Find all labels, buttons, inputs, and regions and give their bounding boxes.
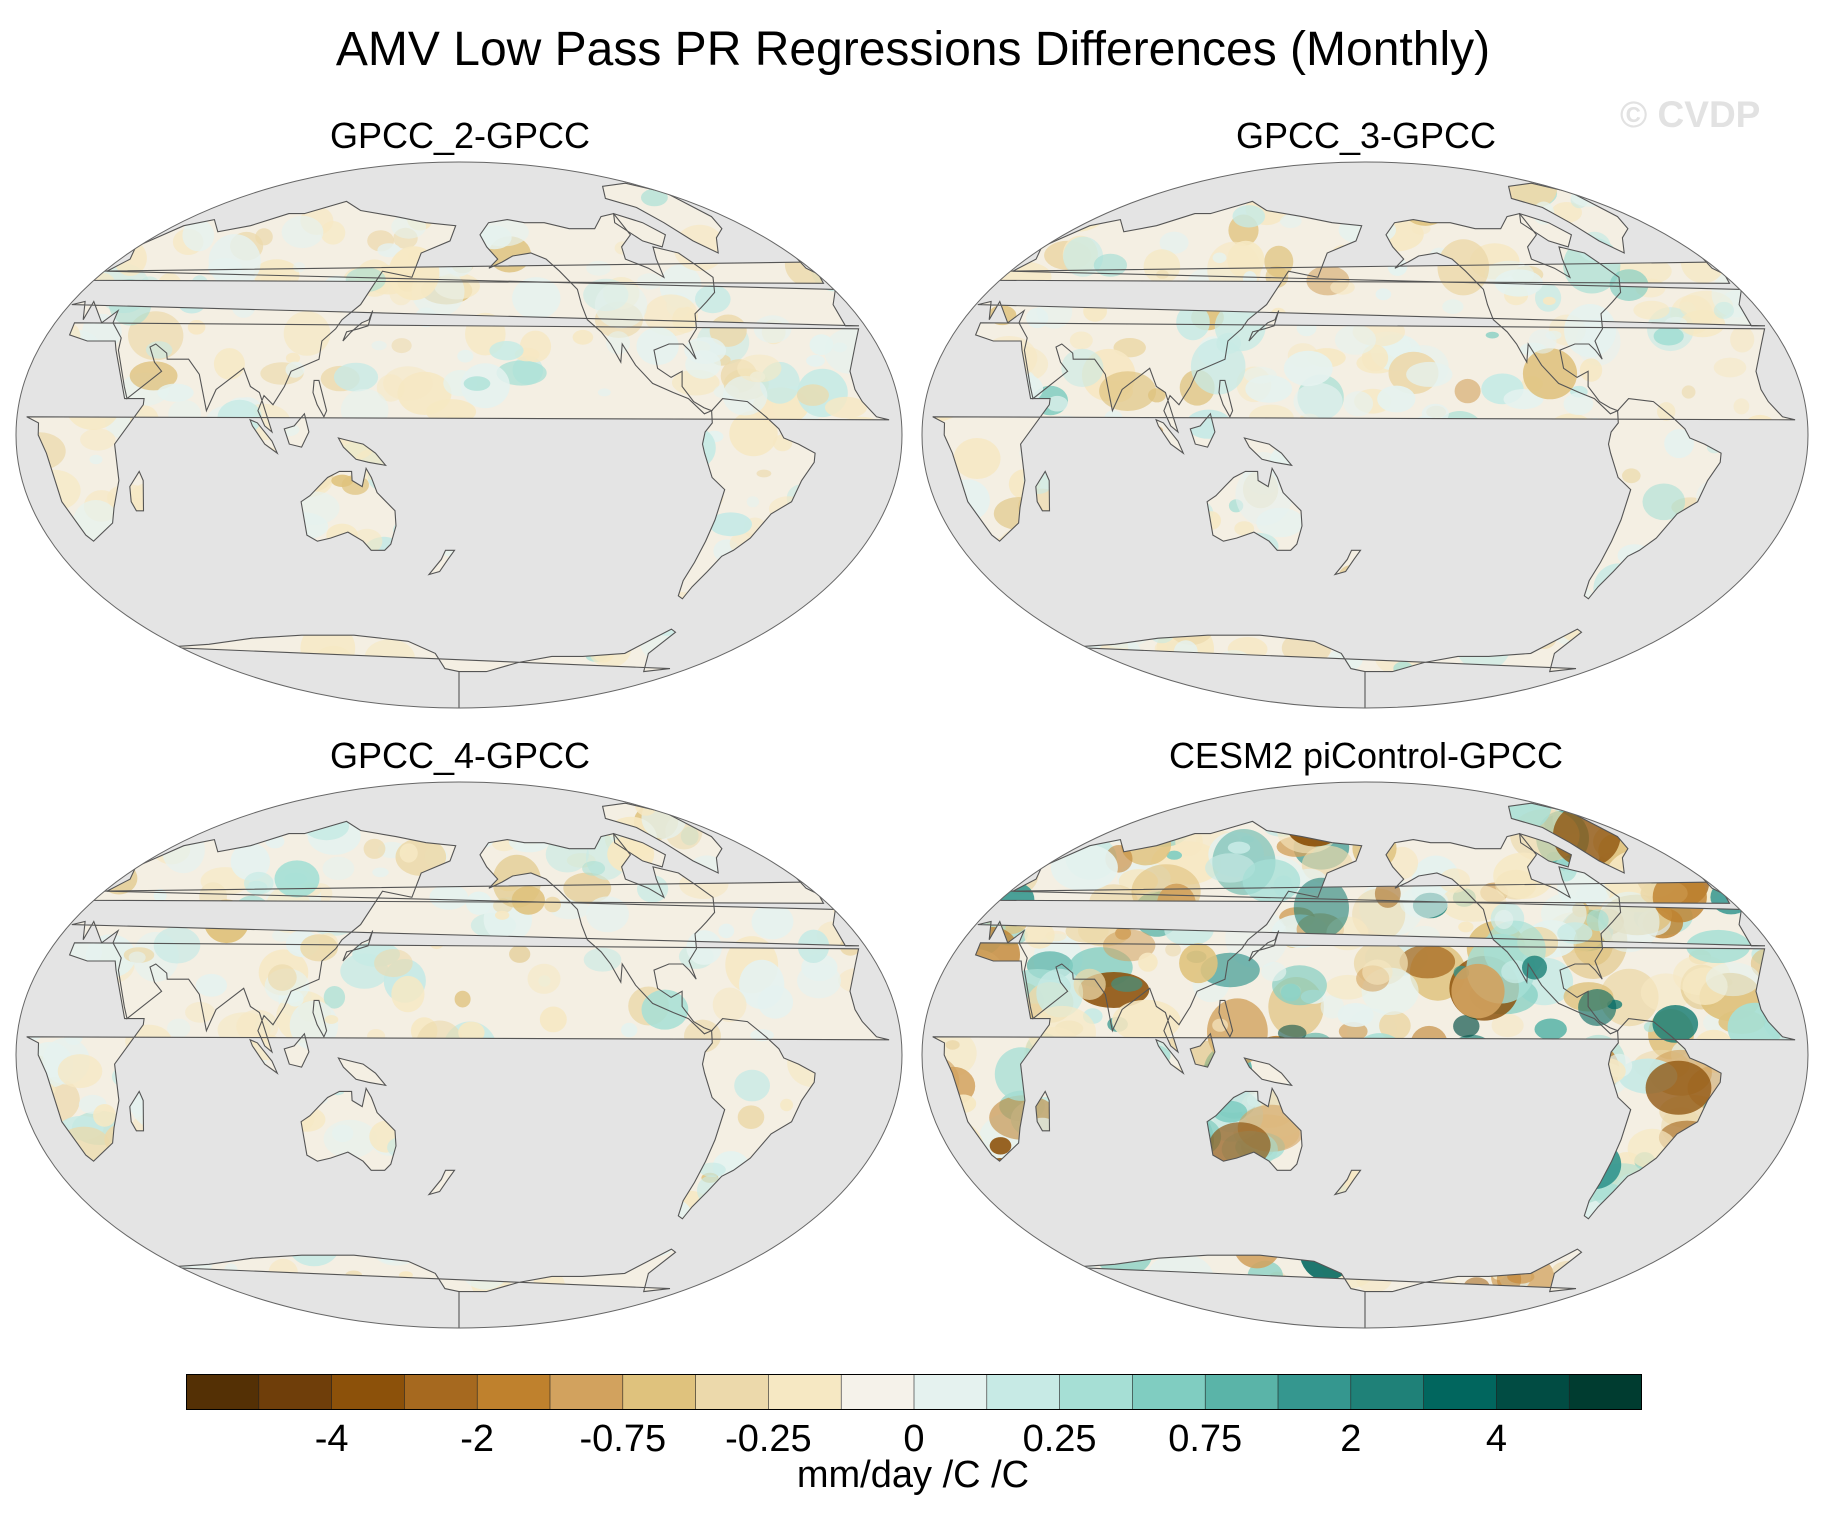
land-newzealand bbox=[429, 1170, 455, 1195]
colorbar-swatch bbox=[1568, 1374, 1642, 1410]
land-sumatra bbox=[1156, 419, 1184, 454]
colorbar-swatch bbox=[695, 1374, 770, 1410]
colorbar-tick-label: 0 bbox=[903, 1418, 925, 1460]
colorbar-swatch bbox=[1277, 1374, 1352, 1410]
colorbar-swatch bbox=[476, 1374, 551, 1410]
colorbar-swatch bbox=[986, 1374, 1061, 1410]
colorbar bbox=[186, 1374, 1642, 1410]
colorbar-swatch bbox=[1423, 1374, 1498, 1410]
colorbar-swatch bbox=[186, 1374, 260, 1410]
colorbar-swatch bbox=[1132, 1374, 1206, 1410]
map-panel-gpcc4 bbox=[15, 781, 903, 1329]
land-newguinea bbox=[1244, 1058, 1292, 1086]
land-namerica bbox=[480, 833, 715, 1034]
land-antarctica bbox=[164, 629, 676, 708]
panel-title-2: GPCC_3-GPCC bbox=[1235, 115, 1497, 156]
colorbar-tick-label: -0.75 bbox=[579, 1418, 667, 1460]
map-panel-cesm2 bbox=[921, 781, 1809, 1329]
land-newzealand bbox=[1335, 550, 1361, 575]
panel-title-4: CESM2 piControl-GPCC bbox=[1168, 735, 1564, 776]
colorbar-swatch bbox=[913, 1374, 988, 1410]
land-baffin bbox=[1519, 213, 1572, 247]
colorbar-swatch bbox=[1496, 1374, 1570, 1410]
colorbar-swatch bbox=[258, 1374, 333, 1410]
colorbar-swatch bbox=[1059, 1374, 1134, 1410]
colorbar-swatch bbox=[1204, 1374, 1279, 1410]
figure-title: AMV Low Pass PR Regressions Differences … bbox=[335, 23, 1491, 76]
colorbar-swatch bbox=[404, 1374, 478, 1410]
colorbar-tick-label: 2 bbox=[1340, 1418, 1362, 1460]
map-border bbox=[921, 781, 1809, 1329]
panel-title-1: GPCC_2-GPCC bbox=[329, 115, 591, 156]
colorbar-swatch bbox=[840, 1374, 915, 1410]
land-newguinea bbox=[338, 1058, 386, 1086]
land-philippines bbox=[313, 380, 327, 417]
colorbar-tick-label: -0.25 bbox=[725, 1418, 812, 1460]
panel-title-3: GPCC_4-GPCC bbox=[329, 735, 591, 776]
land-baffin bbox=[613, 213, 666, 247]
colorbar-tick-label: 0.25 bbox=[1022, 1418, 1097, 1460]
colorbar-swatch bbox=[768, 1374, 842, 1410]
map-panel-gpcc2 bbox=[15, 161, 903, 709]
colorbar-tick-label: -2 bbox=[460, 1418, 495, 1460]
colorbar-tick-label: -4 bbox=[314, 1418, 349, 1460]
colorbar-tick-label: 4 bbox=[1485, 1418, 1507, 1460]
colorbar-swatch bbox=[549, 1374, 624, 1410]
map-border bbox=[15, 161, 903, 709]
colorbar-swatch bbox=[331, 1374, 406, 1410]
map-border bbox=[921, 161, 1809, 709]
colorbar-swatch bbox=[1350, 1374, 1425, 1410]
cvdp-watermark: © CVDP bbox=[1620, 94, 1761, 135]
colorbar-units: mm/day /C /C bbox=[796, 1454, 1030, 1496]
colorbar-tick-label: 0.75 bbox=[1168, 1418, 1243, 1460]
map-border bbox=[15, 781, 903, 1329]
map-panel-gpcc3 bbox=[921, 161, 1809, 709]
colorbar-swatch bbox=[622, 1374, 697, 1410]
